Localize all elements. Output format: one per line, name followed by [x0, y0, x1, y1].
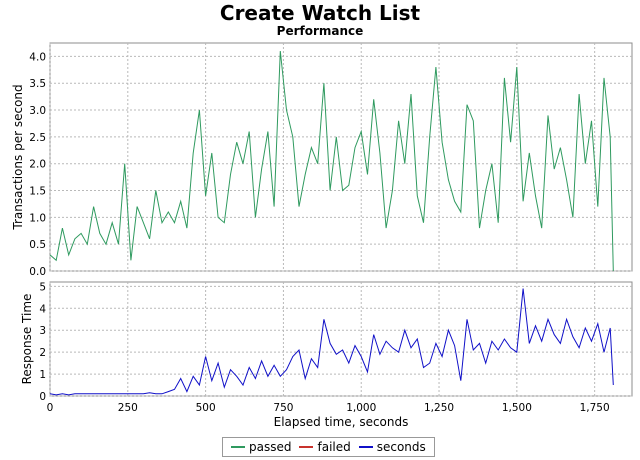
y-tick-label: 3 — [39, 325, 46, 337]
x-tick-label: 750 — [273, 402, 293, 414]
legend-item-seconds: seconds — [358, 440, 426, 454]
y-tick-label: 4 — [39, 303, 46, 315]
y-tick-label: 3.5 — [29, 78, 46, 90]
legend: passed failed seconds — [222, 437, 435, 457]
chart-subtitle: Performance — [276, 24, 364, 38]
legend-item-failed: failed — [299, 440, 351, 454]
bottom-grid — [49, 282, 632, 397]
x-tick-label: 250 — [118, 402, 138, 414]
y-tick-label: 4.0 — [29, 51, 46, 63]
top-series — [49, 50, 614, 272]
legend-swatch-seconds — [358, 446, 373, 448]
chart-title: Create Watch List — [219, 1, 421, 25]
y-tick-label: 1.0 — [29, 212, 46, 224]
y-tick-label: 2 — [39, 347, 46, 359]
y-tick-label: 1.5 — [29, 186, 46, 198]
y-tick-label: 0.5 — [29, 239, 46, 251]
bottom-y-ticks: 0 1 2 3 4 5 — [39, 281, 46, 403]
bottom-panel: 0 1 2 3 4 5 0 250 500 750 1,000 1,250 1,500 1,750 Re… — [20, 281, 633, 429]
legend-item-passed: passed — [231, 440, 291, 454]
bottom-y-axis-label: Response Time — [20, 294, 34, 385]
y-tick-label: 2.5 — [29, 132, 46, 144]
x-tick-label: 1,000 — [346, 402, 376, 414]
series-line-seconds — [49, 288, 614, 396]
x-tick-label: 1,250 — [424, 402, 454, 414]
y-tick-label: 3.0 — [29, 105, 46, 117]
top-y-axis-label: Transactions per second — [11, 84, 25, 230]
y-tick-label: 0 — [39, 391, 46, 403]
y-tick-label: 5 — [39, 281, 46, 293]
legend-swatch-failed — [299, 446, 314, 448]
bottom-series — [49, 288, 614, 396]
y-tick-label: 2.0 — [29, 159, 46, 171]
top-grid — [49, 43, 632, 272]
legend-swatch-passed — [231, 446, 245, 448]
x-tick-label: 1,750 — [580, 402, 610, 414]
y-tick-label: 1 — [39, 369, 46, 381]
x-tick-label: 1,500 — [502, 402, 532, 414]
top-plot-area — [49, 42, 633, 272]
legend-label-seconds: seconds — [376, 440, 426, 454]
legend-label-passed: passed — [249, 440, 292, 454]
bottom-x-ticks: 0 250 500 750 1,000 1,250 1,500 1,750 — [47, 402, 610, 414]
legend-label-failed: failed — [317, 440, 351, 454]
top-panel: 0.0 0.5 1.0 1.5 2.0 2.5 3.0 3.5 4.0 Transactions… — [11, 42, 633, 278]
x-tick-label: 0 — [47, 402, 54, 414]
series-line-passed — [49, 50, 614, 272]
bottom-plot-area — [49, 281, 633, 397]
x-axis-label: Elapsed time, seconds — [274, 415, 409, 429]
x-tick-label: 500 — [196, 402, 216, 414]
y-tick-label: 0.0 — [29, 266, 46, 278]
top-y-ticks: 0.0 0.5 1.0 1.5 2.0 2.5 3.0 3.5 4.0 — [29, 51, 46, 278]
